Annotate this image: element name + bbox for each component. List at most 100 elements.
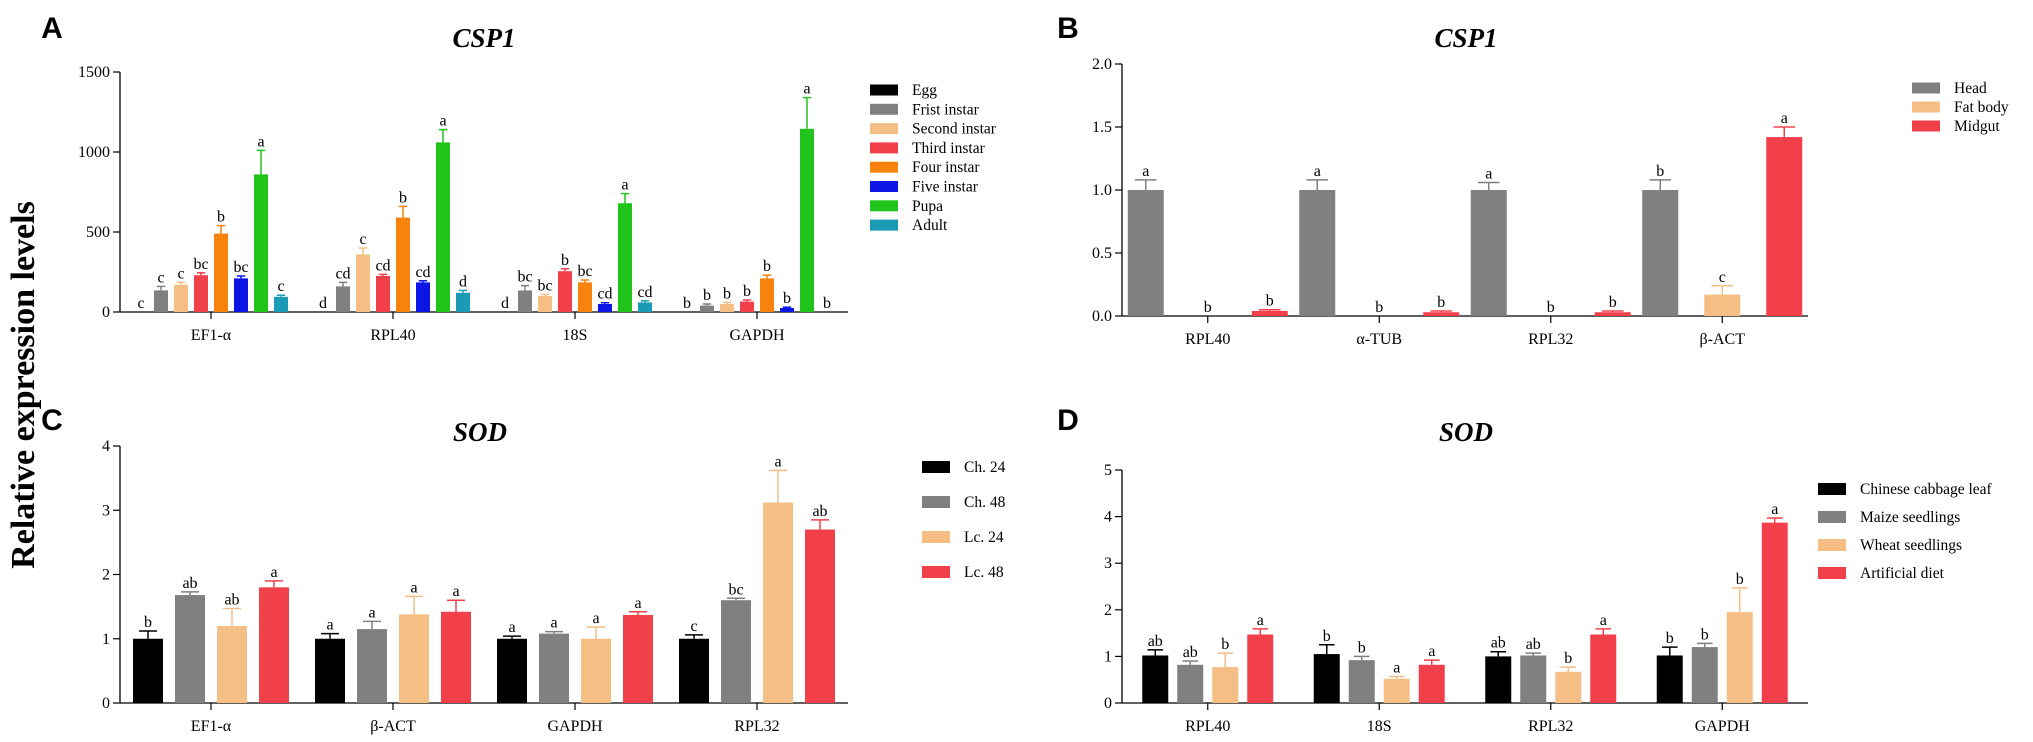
x-tick-label: 18S: [1367, 718, 1392, 735]
x-tick-label: RPL40: [1185, 331, 1230, 348]
legend-swatch: [922, 461, 950, 473]
bar: [1485, 656, 1512, 703]
y-tick-label: 0: [102, 304, 110, 321]
legend-label: Wheat seedlings: [1860, 537, 1962, 554]
legend-label: Adult: [912, 217, 948, 234]
significance-label: b: [1266, 293, 1274, 310]
x-tick-label: RPL32: [1528, 331, 1573, 348]
x-tick-label: 18S: [563, 327, 588, 344]
significance-label: a: [592, 610, 599, 627]
bar: [441, 611, 471, 703]
bar: [1177, 664, 1204, 703]
y-tick-label: 0: [102, 695, 110, 712]
bar: [436, 142, 450, 312]
legend-label: Frist instar: [912, 101, 980, 118]
bar: [539, 633, 569, 703]
bar: [1555, 671, 1582, 703]
significance-label: c: [690, 618, 697, 635]
significance-label: b: [1666, 630, 1674, 647]
y-tick-label: 500: [86, 224, 110, 241]
legend-swatch: [870, 181, 898, 192]
bar: [1142, 655, 1169, 703]
significance-label: b: [1701, 626, 1709, 643]
significance-label: b: [561, 252, 569, 269]
y-axis-label: Relative expression levels: [5, 201, 42, 569]
significance-label: cd: [415, 264, 430, 281]
significance-label: b: [783, 290, 791, 307]
significance-label: ab: [1491, 635, 1506, 652]
significance-label: d: [501, 295, 509, 312]
bar: [800, 128, 814, 312]
bar: [1348, 660, 1375, 703]
significance-label: a: [410, 579, 417, 596]
bar: [720, 304, 734, 312]
significance-label: bc: [728, 581, 743, 598]
bar: [518, 290, 532, 312]
significance-label: c: [177, 265, 184, 282]
legend-label: Ch. 24: [964, 459, 1006, 476]
significance-label: a: [634, 595, 641, 612]
bar: [598, 304, 612, 312]
bar: [538, 296, 552, 312]
bar: [1299, 190, 1336, 316]
bar: [618, 203, 632, 312]
significance-label: a: [1142, 163, 1149, 180]
bar: [1423, 312, 1460, 316]
bar: [638, 302, 652, 312]
legend-label: Ch. 48: [964, 494, 1006, 511]
significance-label: b: [1358, 639, 1366, 656]
y-tick-label: 2.0: [1092, 56, 1112, 73]
chart-title: SOD: [1439, 417, 1493, 447]
legend-swatch: [870, 219, 898, 231]
panel-letter: B: [1057, 12, 1079, 45]
y-tick-label: 2: [1104, 602, 1112, 619]
chart-title: CSP1: [452, 23, 515, 53]
x-tick-label: RPL40: [1185, 718, 1230, 735]
legend-label: Third instar: [912, 140, 986, 157]
significance-label: b: [823, 295, 831, 312]
y-tick-label: 2: [102, 567, 110, 584]
significance-label: a: [550, 615, 557, 632]
y-tick-label: 1500: [78, 64, 110, 81]
significance-label: a: [1428, 643, 1435, 660]
chart-title: CSP1: [1434, 23, 1497, 53]
legend-swatch: [870, 84, 898, 96]
significance-label: b: [144, 614, 152, 631]
bar: [315, 638, 345, 703]
significance-label: a: [803, 81, 810, 98]
legend-swatch: [870, 103, 898, 115]
significance-label: ab: [812, 503, 827, 520]
y-tick-label: 0.0: [1092, 308, 1112, 325]
bar: [1127, 190, 1164, 316]
x-tick-label: RPL40: [370, 327, 415, 344]
significance-label: a: [257, 133, 264, 150]
bar: [1313, 654, 1340, 703]
bar: [1766, 137, 1803, 316]
chart-title: SOD: [453, 417, 507, 447]
x-tick-label: RPL32: [1528, 718, 1573, 735]
bar: [1590, 634, 1617, 703]
significance-label: a: [1257, 612, 1264, 629]
bar: [416, 282, 430, 312]
legend-label: Four instar: [912, 159, 980, 176]
bar: [1251, 310, 1288, 316]
legend-swatch: [922, 566, 950, 578]
bar: [623, 614, 653, 703]
y-tick-label: 0.5: [1092, 245, 1112, 262]
significance-label: a: [774, 453, 781, 470]
significance-label: c: [277, 278, 284, 295]
bar: [194, 275, 208, 312]
bar: [1642, 190, 1679, 316]
panel-letter: D: [1057, 404, 1079, 437]
significance-label: a: [326, 617, 333, 634]
bar: [1470, 190, 1507, 316]
bar: [581, 638, 611, 703]
bar: [456, 292, 470, 312]
significance-label: d: [319, 295, 327, 312]
bar: [1726, 612, 1753, 703]
bar: [679, 638, 709, 703]
legend-swatch: [1818, 567, 1846, 579]
